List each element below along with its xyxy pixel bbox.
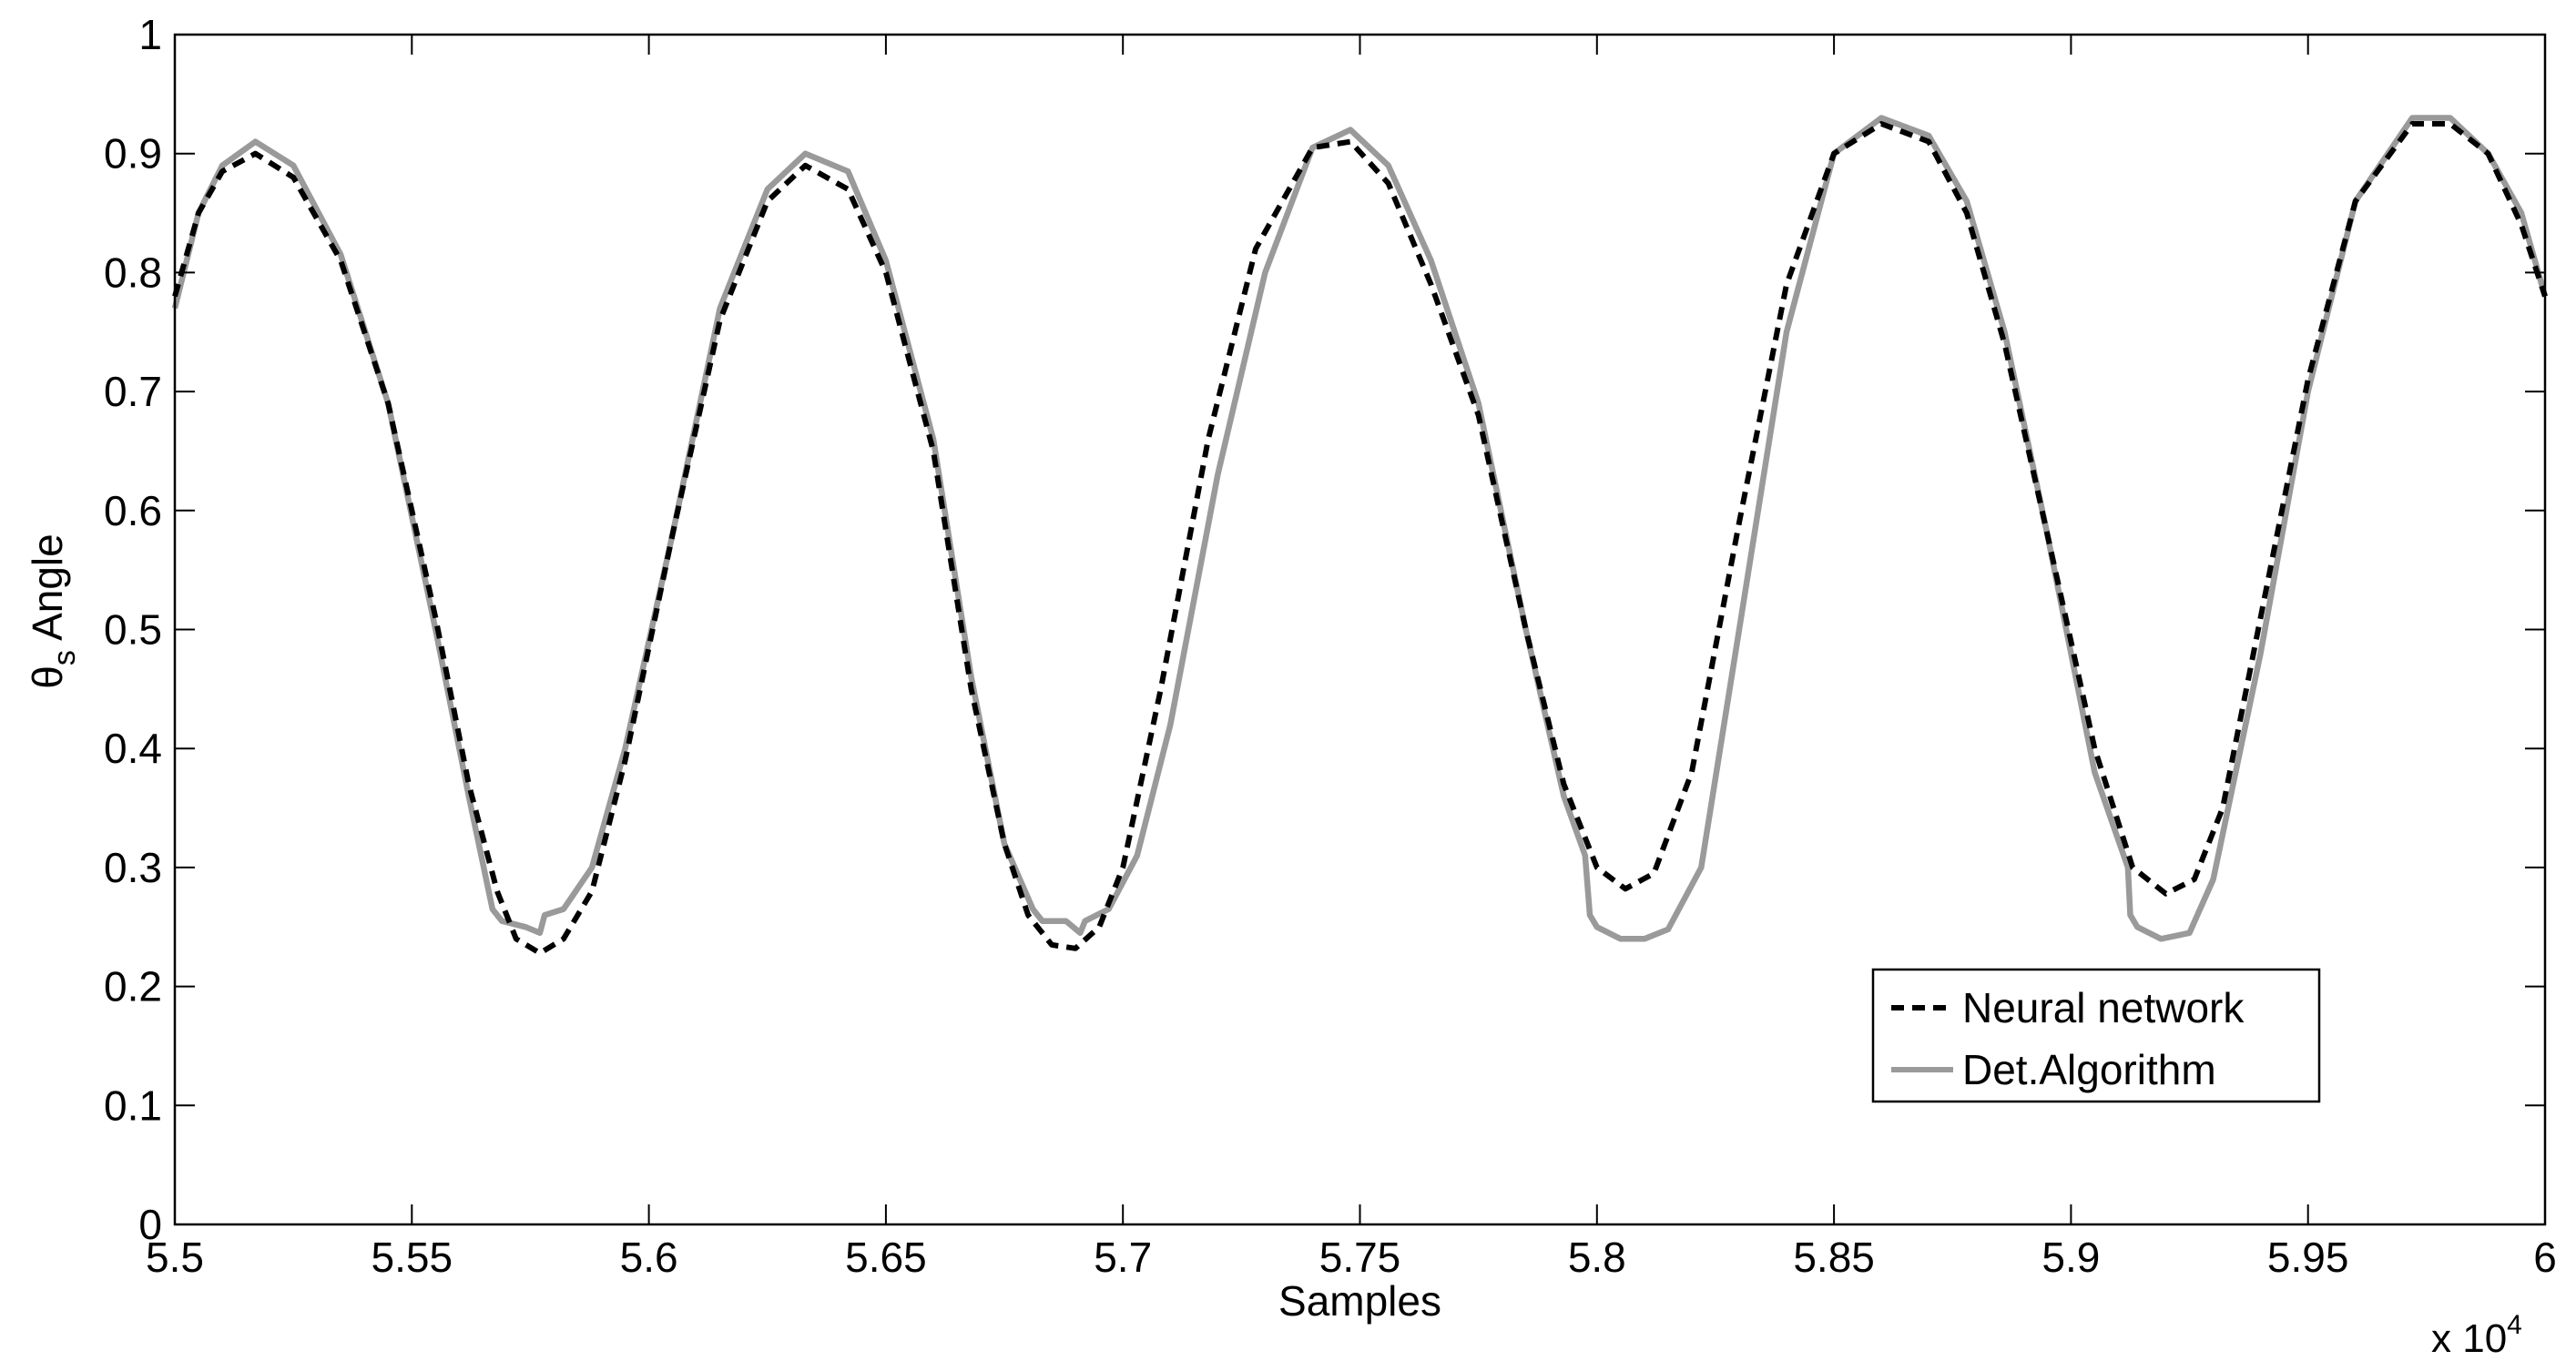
y-axis-label: θs Angle [24, 533, 82, 689]
x-tick-label: 5.55 [372, 1234, 453, 1281]
legend-label-det-algorithm: Det.Algorithm [1962, 1046, 2216, 1093]
axis-ticks [174, 34, 2546, 1225]
y-tick-label: 0.9 [104, 130, 162, 178]
x-tick-label: 5.7 [1094, 1234, 1152, 1281]
y-tick-label: 0.8 [104, 249, 162, 296]
x-axis-label: Samples [1278, 1277, 1441, 1325]
series-line-det-algorithm [171, 115, 2549, 942]
legend-box [1871, 968, 2321, 1103]
y-tick-label: 0.7 [104, 368, 162, 415]
y-tick-label: 0.3 [104, 844, 162, 891]
x-tick-label: 5.85 [1793, 1234, 1875, 1281]
y-tick-label: 0.2 [104, 963, 162, 1010]
x-tick-label: 5.65 [845, 1234, 927, 1281]
x-tick-label: 5.5 [146, 1234, 204, 1281]
legend-label-neural-network: Neural network [1962, 984, 2245, 1031]
x-tick-label: 5.95 [2267, 1234, 2349, 1281]
x-tick-label: 6 [2533, 1234, 2557, 1281]
x-tick-label: 5.6 [620, 1234, 678, 1281]
y-axis-label-subscript: s [47, 650, 82, 665]
x-tick-label: 5.75 [1319, 1234, 1401, 1281]
y-tick-label: 0.5 [104, 606, 162, 654]
x-axis-scale-exponent: 4 [2507, 1310, 2522, 1340]
x-tick-label: 5.9 [2041, 1234, 2100, 1281]
series-line-neural-network [172, 121, 2548, 956]
series-layer [171, 115, 2549, 956]
y-tick-label: 0 [138, 1201, 162, 1248]
y-tick-label: 0.4 [104, 725, 162, 772]
x-axis-scale-factor: x 104 [2431, 1310, 2522, 1361]
y-axis-label-symbol: θ [24, 665, 71, 689]
y-tick-label: 0.6 [104, 487, 162, 534]
y-axis-label-text: Angle [24, 533, 71, 650]
x-tick-label: 5.8 [1568, 1234, 1626, 1281]
axis-tick-labels: 5.5 5.55 5.6 5.65 5.7 5.75 5.8 5.85 5.9 5.95 6 0 0.1… [104, 11, 2557, 1281]
x-axis-scale-base: x 10 [2431, 1316, 2507, 1361]
y-tick-label: 1 [138, 11, 162, 58]
legend: Neural network Det.Algorithm [1871, 968, 2321, 1103]
y-tick-label: 0.1 [104, 1082, 162, 1129]
